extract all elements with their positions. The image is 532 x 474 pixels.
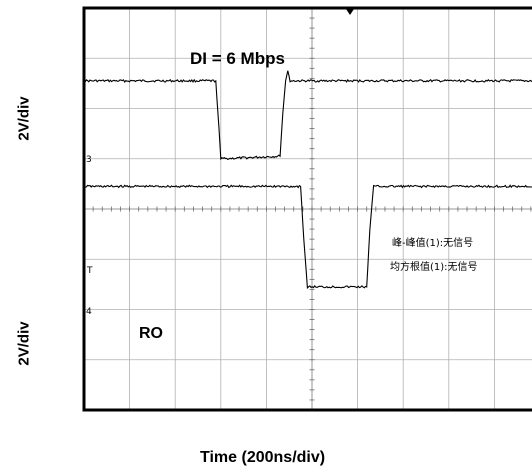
channel-4-marker: 4 [86, 307, 92, 317]
trigger-position-marker [346, 9, 354, 15]
trigger-level-marker: T [86, 266, 93, 276]
grid [83, 7, 532, 411]
traces [83, 70, 532, 290]
series-label-ro: RO [139, 325, 163, 342]
plot-frame [82, 6, 532, 412]
annotation-peak-to-peak: 峰-峰值(1):无信号 [392, 236, 473, 249]
channel-3-marker: 3 [86, 155, 92, 165]
series-label-di: DI = 6 Mbps [190, 49, 285, 68]
trace-ro [83, 184, 532, 290]
trace-di [83, 70, 532, 161]
x-axis-label: Time (200ns/div) [200, 449, 326, 466]
annotation-rms: 均方根值(1):无信号 [390, 260, 478, 273]
